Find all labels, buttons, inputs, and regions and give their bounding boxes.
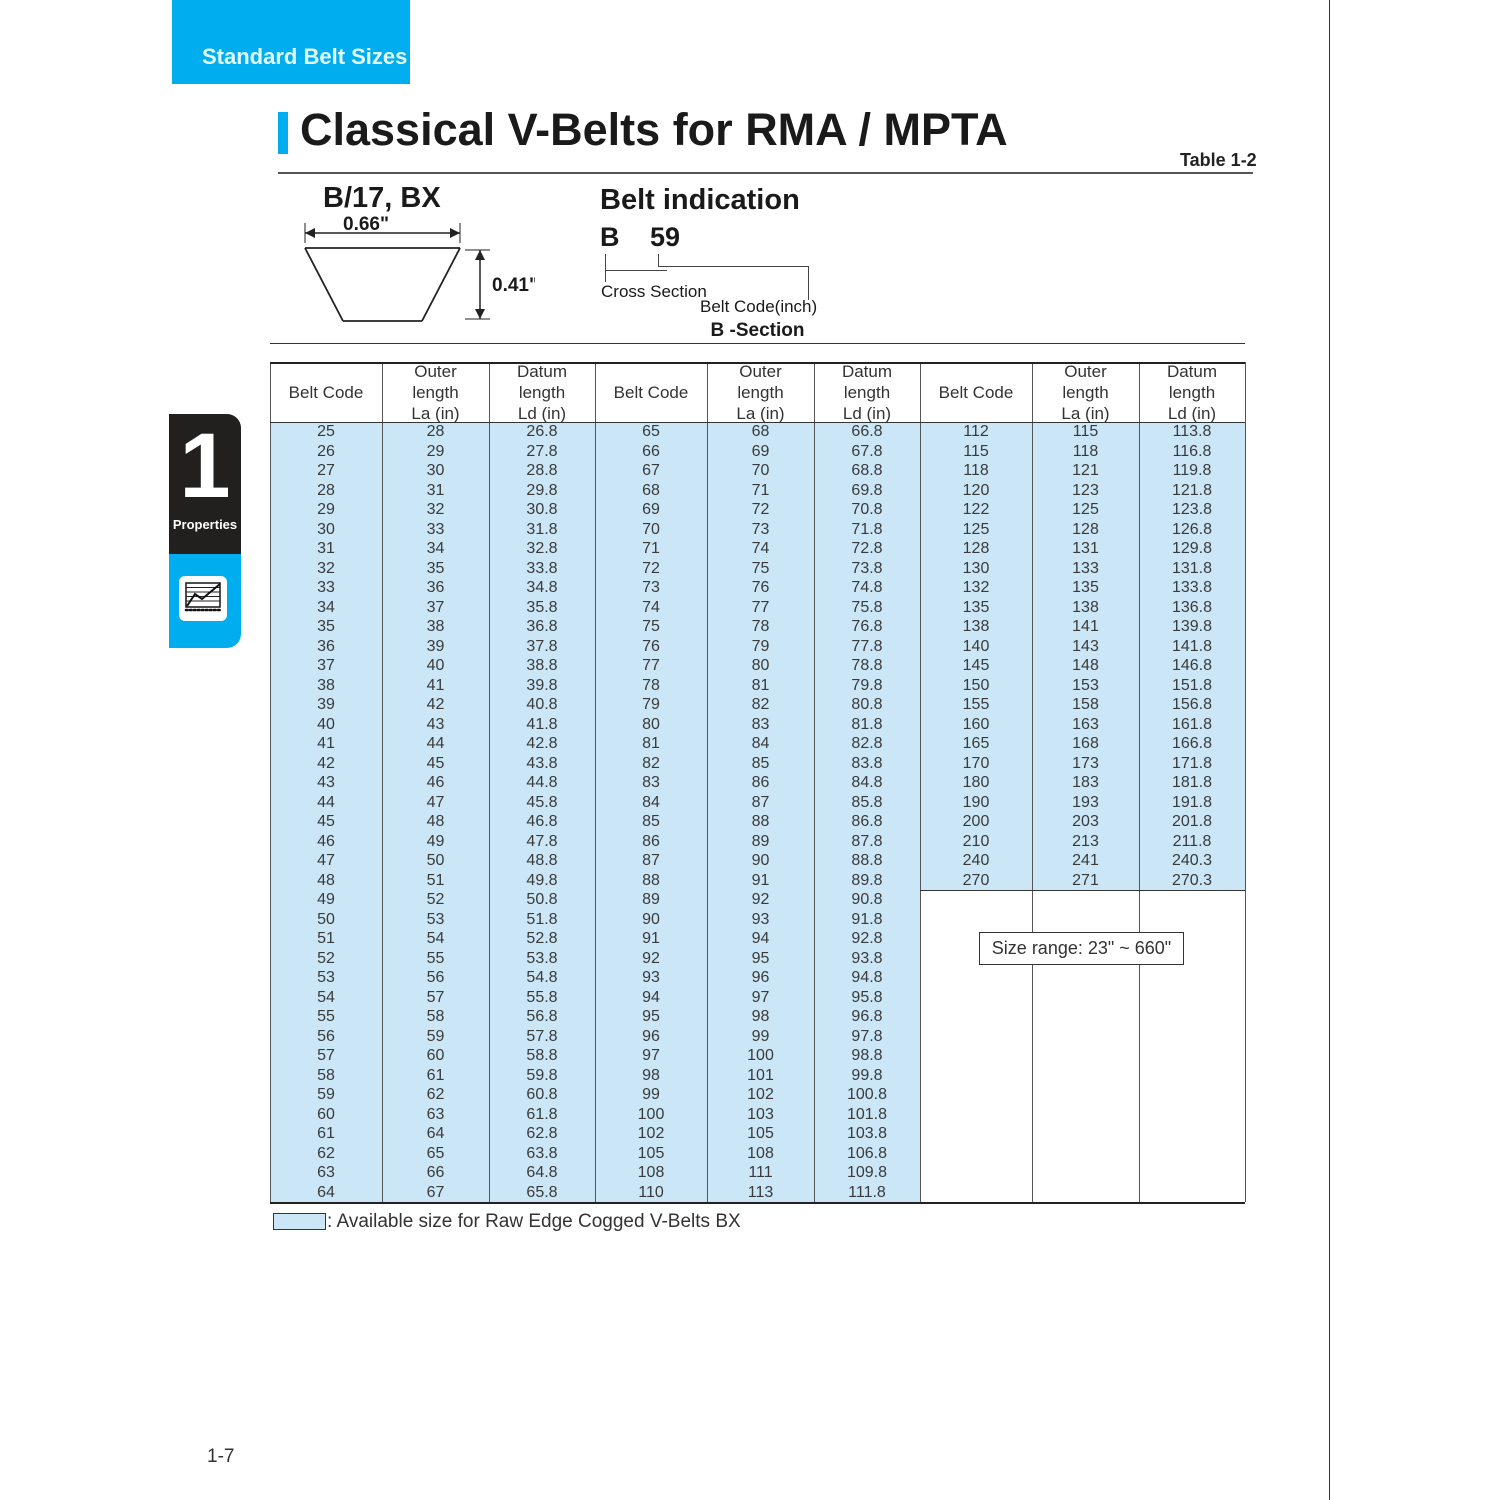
svg-text:0.41": 0.41" <box>492 275 535 296</box>
svg-text:0.66": 0.66" <box>343 214 389 235</box>
